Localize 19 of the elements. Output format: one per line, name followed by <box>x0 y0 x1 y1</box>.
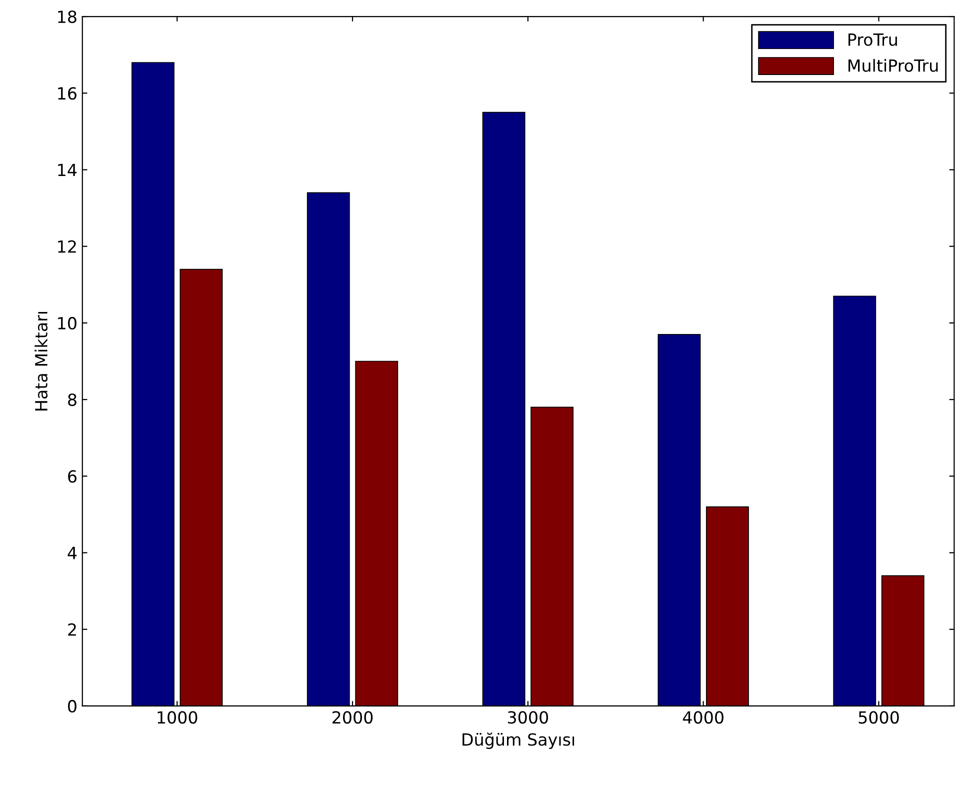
x-tick-label: 3000 <box>508 711 548 724</box>
x-axis-title: Düğüm Sayısı <box>462 732 574 750</box>
y-tick-label: 2 <box>68 623 76 636</box>
y-tick-label: 10 <box>58 316 76 330</box>
x-tick-label: 4000 <box>682 711 724 724</box>
y-tick-label: 16 <box>58 87 76 100</box>
y-tick-label: 14 <box>58 164 77 176</box>
y-tick-label: 4 <box>68 546 77 560</box>
y-tick-label: 12 <box>58 240 76 253</box>
y-tick-label: 0 <box>68 700 76 713</box>
y-axis-title: Hata Miktarı <box>34 312 48 410</box>
legend-label: ProTru <box>848 34 897 46</box>
y-tick-label: 6 <box>68 470 76 483</box>
y-tick-label: 8 <box>68 393 76 406</box>
x-tick-label: 5000 <box>858 711 899 724</box>
y-tick-label: 18 <box>58 10 76 24</box>
x-tick-label: 2000 <box>332 711 373 724</box>
x-tick-label: 1000 <box>158 711 198 724</box>
legend-label: MultiProTru <box>848 58 938 72</box>
